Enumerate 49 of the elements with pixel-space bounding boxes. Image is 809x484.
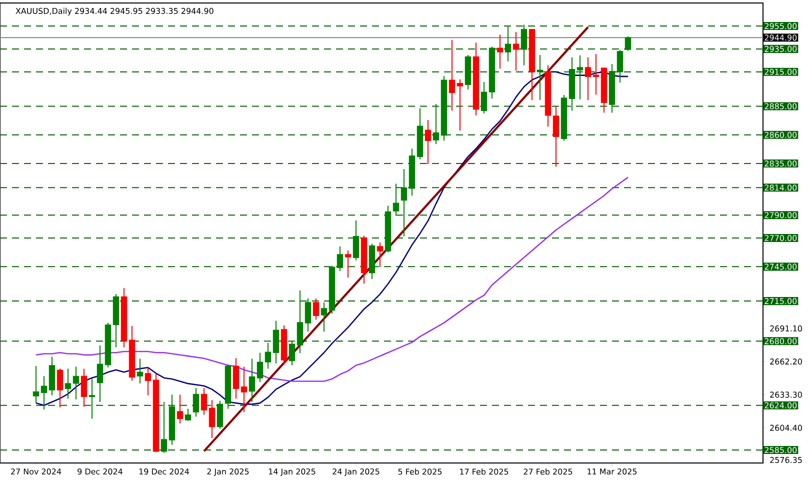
candlestick xyxy=(208,400,216,439)
candlestick xyxy=(448,40,456,112)
candlestick xyxy=(88,378,96,420)
candlestick xyxy=(32,366,40,404)
candlestick xyxy=(512,31,520,72)
candlestick xyxy=(80,368,88,408)
candlestick xyxy=(272,320,280,364)
candlestick xyxy=(160,402,168,454)
candlestick xyxy=(584,56,592,101)
candlestick xyxy=(336,246,344,272)
candlestick xyxy=(304,298,312,332)
candlestick xyxy=(176,394,184,424)
candlestick xyxy=(192,388,200,418)
candlestick xyxy=(240,366,248,413)
candlestick xyxy=(296,290,304,354)
candlestick xyxy=(520,24,528,66)
candlestick xyxy=(56,368,64,408)
candlestick xyxy=(392,183,400,216)
candlestick xyxy=(200,388,208,416)
candlestick xyxy=(216,400,224,430)
candlestick xyxy=(480,82,488,114)
candlestick xyxy=(40,376,48,410)
candlestick xyxy=(248,358,256,403)
candlestick xyxy=(312,298,320,320)
candlestick xyxy=(424,119,432,164)
candlestick xyxy=(232,358,240,400)
candlestick xyxy=(288,340,296,366)
candlestick xyxy=(352,220,360,261)
candlestick xyxy=(624,36,632,52)
candlestick xyxy=(264,342,272,370)
candlestick xyxy=(344,250,352,278)
candlestick xyxy=(496,34,504,70)
candlestick xyxy=(136,358,144,384)
candlestick xyxy=(320,302,328,332)
candlestick xyxy=(616,49,624,84)
candlestick xyxy=(96,344,104,403)
candlestick xyxy=(552,106,560,168)
candlestick xyxy=(376,242,384,268)
candlestick xyxy=(456,78,464,132)
candlestick xyxy=(64,368,72,400)
candlestick xyxy=(144,366,152,396)
candlestick xyxy=(432,104,440,145)
candlestick xyxy=(536,54,544,101)
candlestick xyxy=(504,26,512,62)
candlestick xyxy=(400,168,408,237)
candlestick xyxy=(576,54,584,100)
candlestick xyxy=(72,366,80,400)
candlestick xyxy=(592,53,600,96)
candlestick xyxy=(256,352,264,383)
